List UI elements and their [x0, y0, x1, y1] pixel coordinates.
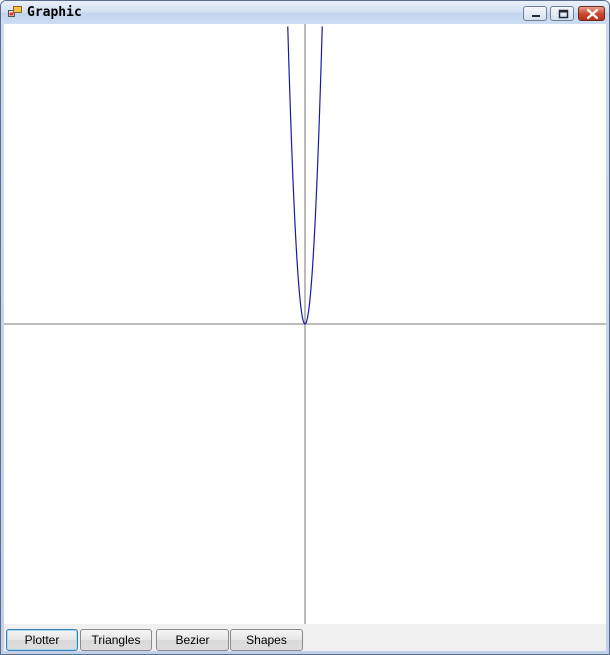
plotter-button[interactable]: Plotter [6, 629, 78, 651]
plot-canvas[interactable] [4, 24, 606, 624]
maximize-icon [558, 9, 569, 19]
close-button[interactable] [578, 6, 605, 21]
bezier-button[interactable]: Bezier [156, 629, 229, 651]
close-icon [586, 8, 599, 20]
minimize-button[interactable] [523, 6, 547, 21]
parabola-curve [287, 26, 323, 325]
client-area: Plotter Triangles Bezier Shapes [4, 24, 606, 651]
triangles-button[interactable]: Triangles [80, 629, 152, 651]
app-window-icon [8, 6, 22, 17]
window-title: Graphic [27, 5, 82, 20]
shapes-button[interactable]: Shapes [230, 629, 303, 651]
title-bar[interactable]: Graphic [1, 1, 609, 24]
maximize-button[interactable] [550, 6, 574, 21]
button-bar: Plotter Triangles Bezier Shapes [4, 629, 606, 651]
minimize-icon [532, 15, 540, 17]
